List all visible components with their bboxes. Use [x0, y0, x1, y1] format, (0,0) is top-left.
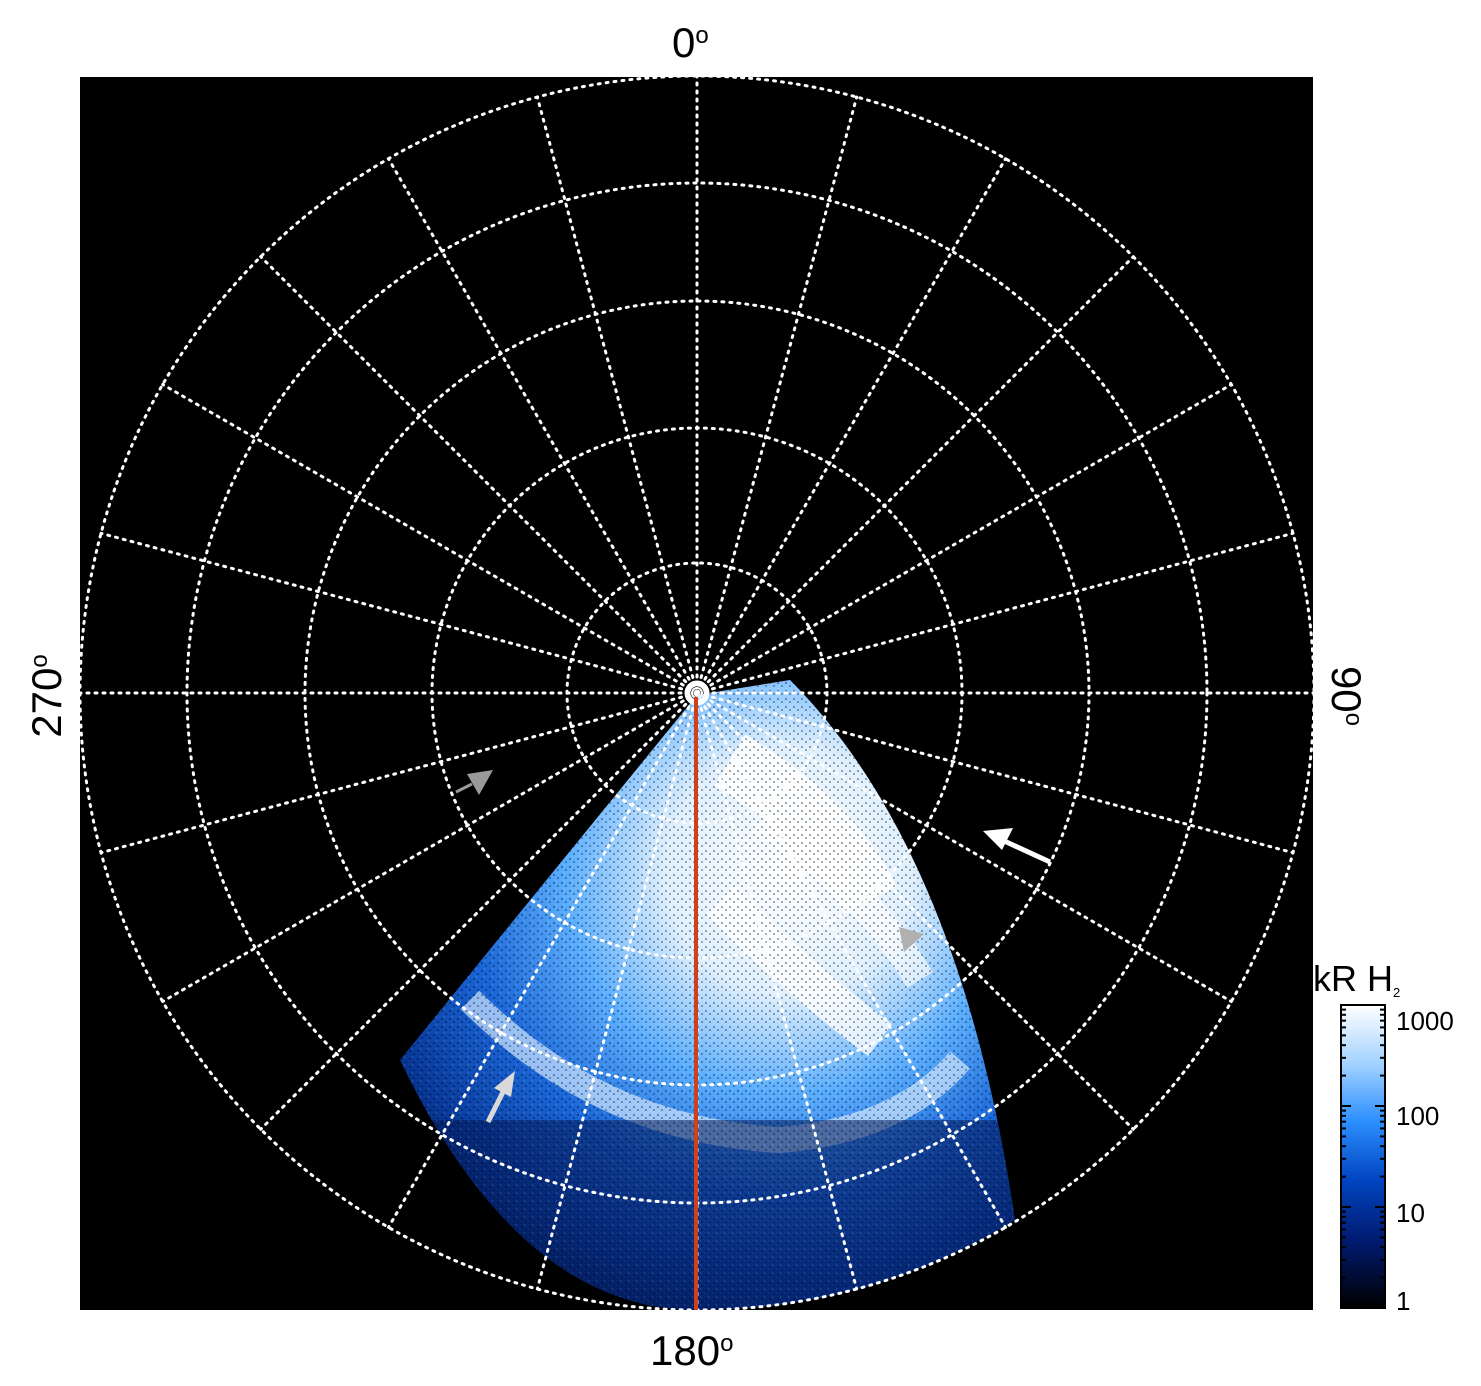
direction-label-bottom: 180o: [650, 1327, 734, 1374]
colorbar-tick-label: 10: [1396, 1198, 1425, 1228]
colorbar-tick-label: 100: [1396, 1101, 1440, 1131]
grid-spoke: [695, 531, 1295, 695]
colorbar-title: kR H2: [1313, 958, 1401, 1000]
grid-spoke: [161, 691, 699, 1003]
grid-spoke: [695, 95, 859, 695]
colorbar-tick-label: 1000: [1396, 1006, 1454, 1036]
arrow-gray-left: [455, 770, 493, 795]
grid-spoke: [695, 383, 1233, 695]
grid-spoke: [535, 691, 699, 1291]
grid-spoke: [99, 531, 699, 695]
grid-spoke: [695, 691, 1295, 855]
grid-spoke: [695, 255, 1135, 695]
grid-spoke: [695, 691, 1007, 1229]
grid-spoke: [387, 691, 699, 1229]
grid-spoke: [99, 691, 699, 855]
colorbar-tick-label: 1: [1396, 1286, 1411, 1316]
grid-spoke: [161, 383, 699, 695]
grid-spoke: [259, 691, 699, 1131]
arrow-gray-right: [899, 927, 924, 952]
arrow-light-lower: [485, 1071, 515, 1124]
grid-spoke: [259, 255, 699, 695]
grid-spoke: [695, 691, 1135, 1131]
direction-label-left: 270o: [23, 654, 70, 738]
direction-label-top: 0o: [672, 19, 709, 66]
grid-spoke: [695, 691, 1233, 1003]
grid-spoke: [695, 691, 859, 1291]
grid-spoke: [695, 157, 1007, 695]
colorbar-ticks: [1341, 1004, 1385, 1309]
colorbar-gradient: [1340, 1004, 1386, 1309]
grid-spoke: [535, 95, 699, 695]
grid-spoke: [387, 157, 699, 695]
direction-label-right: 90o: [1323, 665, 1370, 727]
arrow-white-right: [983, 828, 1052, 865]
